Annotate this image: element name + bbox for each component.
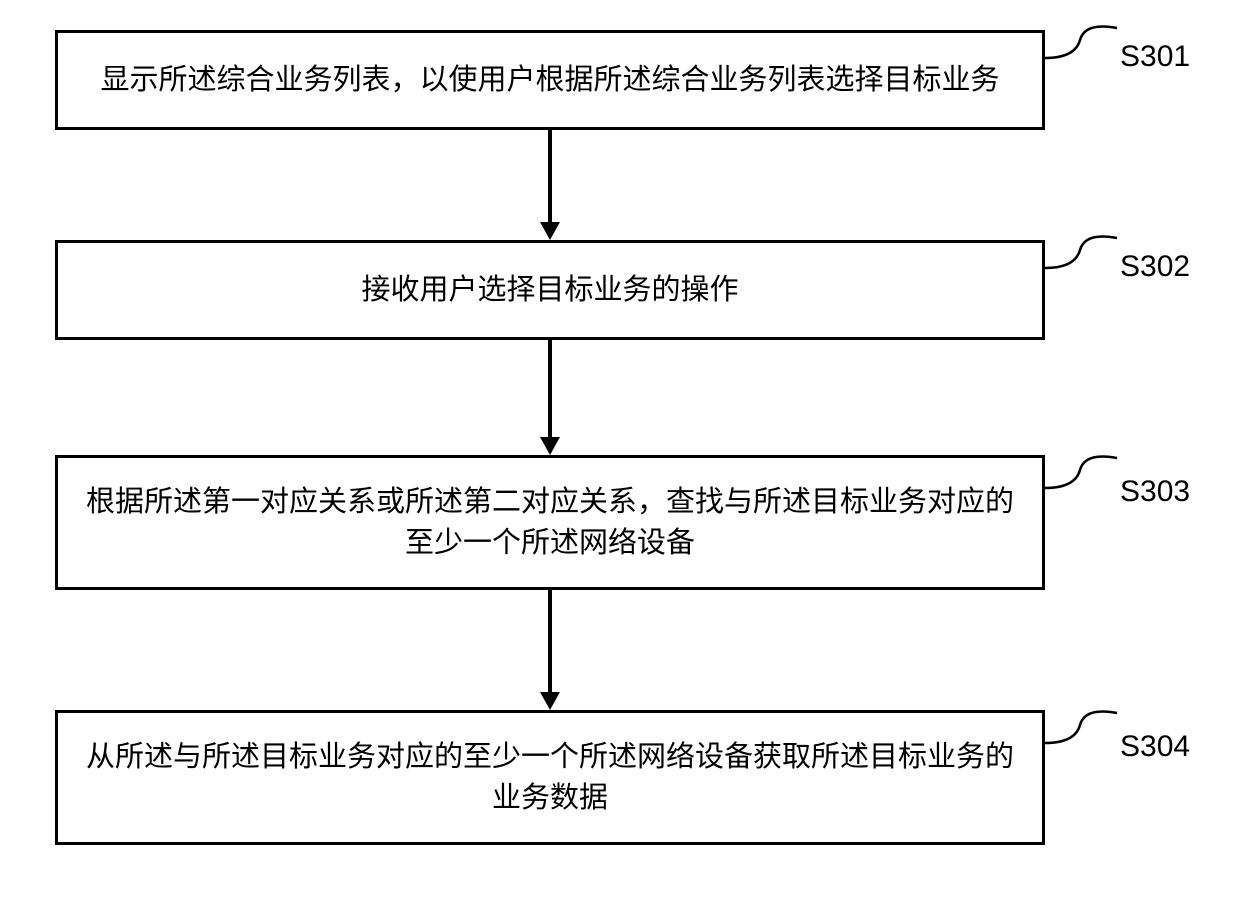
step-label-s304: S304	[1120, 730, 1190, 764]
step-box-s304: 从所述与所述目标业务对应的至少一个所述网络设备获取所述目标业务的业务数据	[55, 710, 1045, 845]
arrow-head-3	[540, 692, 560, 710]
label-curve-s301	[1045, 20, 1120, 80]
step-text-s303: 根据所述第一对应关系或所述第二对应关系，查找与所述目标业务对应的至少一个所述网络…	[78, 482, 1022, 563]
step-label-s303: S303	[1120, 475, 1190, 509]
step-label-s302: S302	[1120, 250, 1190, 284]
step-text-s301: 显示所述综合业务列表，以使用户根据所述综合业务列表选择目标业务	[100, 60, 999, 101]
step-text-s302: 接收用户选择目标业务的操作	[361, 270, 738, 311]
step-box-s302: 接收用户选择目标业务的操作	[55, 240, 1045, 340]
step-text-s304: 从所述与所述目标业务对应的至少一个所述网络设备获取所述目标业务的业务数据	[78, 737, 1022, 818]
connector-1	[548, 130, 552, 222]
step-box-s301: 显示所述综合业务列表，以使用户根据所述综合业务列表选择目标业务	[55, 30, 1045, 130]
label-curve-s303	[1045, 450, 1120, 510]
arrow-head-1	[540, 222, 560, 240]
connector-2	[548, 340, 552, 437]
step-label-s301: S301	[1120, 40, 1190, 74]
label-curve-s302	[1045, 230, 1120, 290]
connector-3	[548, 590, 552, 692]
label-curve-s304	[1045, 705, 1120, 765]
step-box-s303: 根据所述第一对应关系或所述第二对应关系，查找与所述目标业务对应的至少一个所述网络…	[55, 455, 1045, 590]
flowchart-canvas: 显示所述综合业务列表，以使用户根据所述综合业务列表选择目标业务 S301 接收用…	[0, 0, 1240, 910]
arrow-head-2	[540, 437, 560, 455]
